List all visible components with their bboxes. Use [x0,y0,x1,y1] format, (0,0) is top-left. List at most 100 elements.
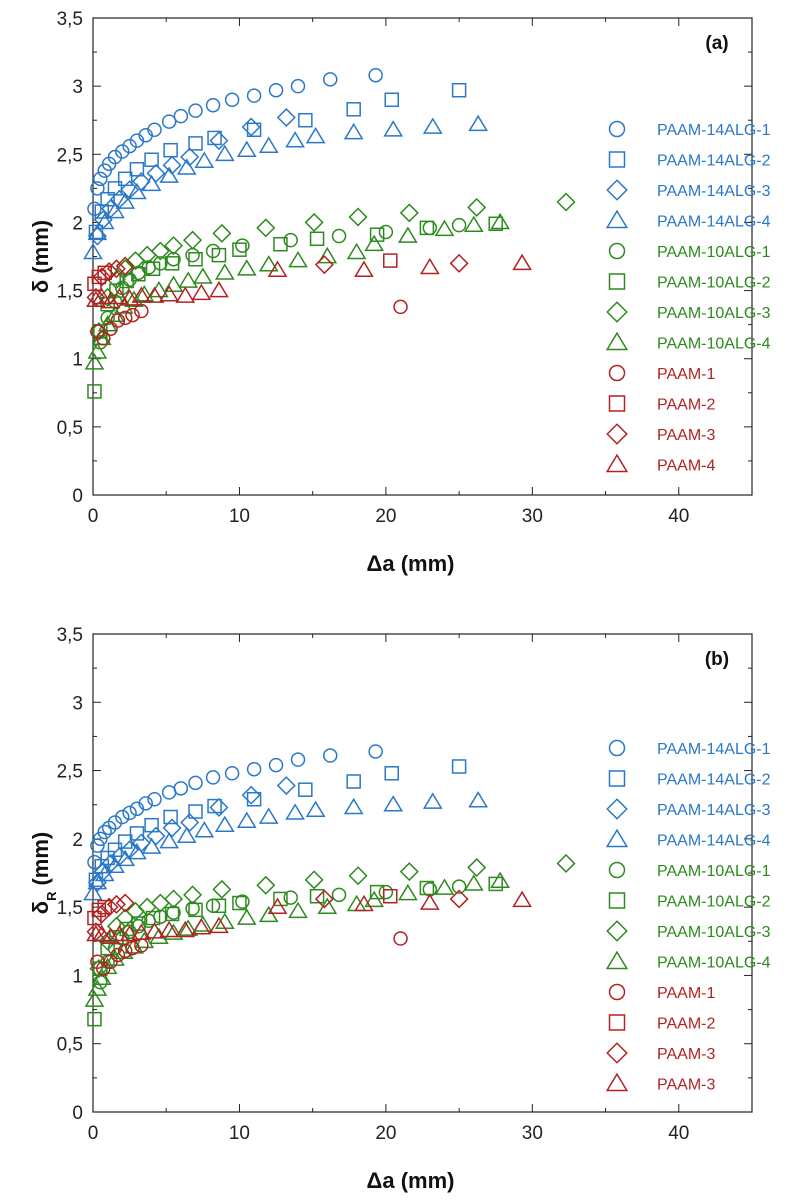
data-point [288,901,308,919]
legend-label: PAAM-10ALG-4 [657,955,771,972]
data-point [467,858,487,878]
x-tick-label: 20 [375,1123,396,1144]
data-point [175,920,196,938]
data-point [314,255,334,275]
data-point [241,785,261,805]
legend-marker [605,209,629,229]
data-point [162,818,182,838]
legend-marker [608,364,626,382]
data-point [87,384,102,399]
data-point [212,223,232,243]
data-point [131,833,151,853]
legend-label: PAAM-2 [657,1016,715,1033]
data-point [309,888,325,904]
data-point [236,140,257,158]
legend-label: PAAM-14ALG-3 [657,183,771,200]
data-point [144,922,165,939]
y-tick-label: 0 [72,486,83,507]
data-point [159,166,180,183]
data-point [87,1011,102,1027]
data-point [283,232,298,248]
data-point [129,162,145,177]
legend-label: PAAM-14ALG-3 [657,802,771,819]
data-point [96,331,111,346]
legend-marker [605,828,629,848]
y-axis: 0 0,5 1 1,5 2 2,5 3 3,5 [57,9,752,507]
data-point [109,924,130,942]
legend-marker [608,739,626,757]
data-point [246,761,262,777]
data-point [83,242,103,260]
data-point [91,287,112,305]
data-point [258,905,279,923]
x-tick-label: 10 [229,1123,250,1144]
legend-marker [606,301,628,323]
data-point [147,122,162,138]
data-point [92,267,112,287]
data-point [384,766,399,781]
data-point [100,192,115,207]
y-tick-label: 1 [72,350,83,371]
legend-marker [606,920,628,942]
data-point [490,212,510,230]
data-point [309,231,325,247]
data-point [188,136,203,151]
x-axis: 0 10 20 30 40 [88,634,753,1144]
series-paam-14alg-4 [83,791,489,901]
data-point [117,310,133,326]
data-point [399,862,419,882]
series-paam-10alg-3 [89,192,576,341]
legend-label: PAAM-14ALG-4 [657,214,771,231]
legend: PAAM-14ALG-1 PAAM-14ALG-2 PAAM-14ALG-3 PAAM… [605,739,771,1094]
series-paam-10alg-2 [87,216,503,399]
data-point [556,853,576,873]
legend-marker [608,120,626,138]
data-point [194,151,215,168]
data-point [419,257,440,275]
data-point [110,313,126,328]
legend-label: PAAM-10ALG-2 [657,275,771,292]
data-point [258,807,279,824]
data-point [144,817,159,833]
data-point [185,247,200,263]
data-point [180,147,200,167]
x-tick-label: 10 [229,506,250,527]
data-point [162,155,182,175]
data-point [467,197,487,217]
data-point [232,895,247,911]
data-point [383,795,404,812]
data-point [288,251,308,268]
data-point [163,923,184,940]
data-point [134,303,149,319]
y-tick-label: 0,5 [57,418,83,439]
data-point [105,201,125,219]
legend-marker [605,950,629,970]
data-point [283,890,298,905]
y-tick-label: 1,5 [57,282,83,303]
data-point [488,876,503,892]
data-point [317,897,338,914]
legend-label: PAAM-10ALG-2 [657,894,771,911]
data-point [175,286,196,303]
data-point [463,215,484,232]
data-point [134,285,155,302]
legend-marker [608,861,626,879]
data-point [468,791,489,808]
legend-label: PAAM-3 [657,1077,715,1094]
legend-marker [608,983,626,1001]
data-point [290,78,306,94]
data-point [124,290,144,307]
plot-frame [92,633,753,1113]
data-point [298,782,313,797]
y-axis-label-main: δ (mm) [28,220,53,293]
data-point [305,126,326,144]
data-point [106,259,126,279]
data-point [107,815,123,830]
legend-label: PAAM-10ALG-1 [657,863,771,880]
data-point [87,223,108,241]
y-tick-label: 3 [72,693,83,714]
data-point [178,919,199,936]
legend-marker [608,770,626,787]
legend-marker [605,453,629,473]
legend-marker [606,423,628,445]
